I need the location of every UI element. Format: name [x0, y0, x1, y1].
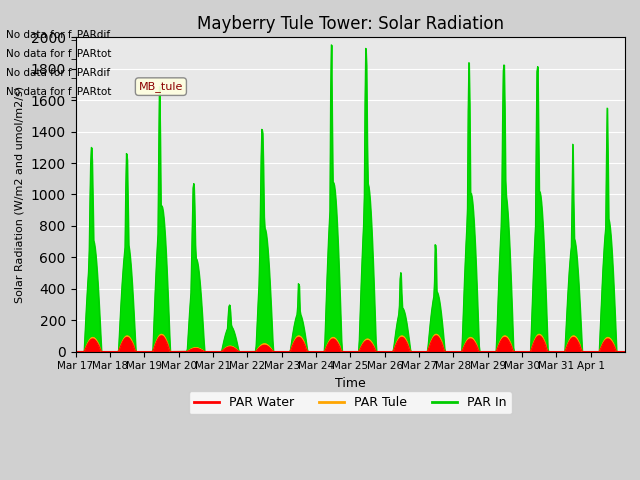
X-axis label: Time: Time [335, 377, 365, 390]
Text: No data for f_PARdif: No data for f_PARdif [6, 29, 111, 40]
Y-axis label: Solar Radiation (W/m2 and umol/m2/s): Solar Radiation (W/m2 and umol/m2/s) [15, 86, 25, 303]
Title: Mayberry Tule Tower: Solar Radiation: Mayberry Tule Tower: Solar Radiation [196, 15, 504, 33]
Text: MB_tule: MB_tule [139, 81, 183, 92]
Text: No data for f_PARtot: No data for f_PARtot [6, 48, 112, 59]
Text: No data for f_PARdif: No data for f_PARdif [6, 67, 111, 78]
Text: No data for f_PARtot: No data for f_PARtot [6, 86, 112, 97]
Legend: PAR Water, PAR Tule, PAR In: PAR Water, PAR Tule, PAR In [189, 391, 511, 414]
